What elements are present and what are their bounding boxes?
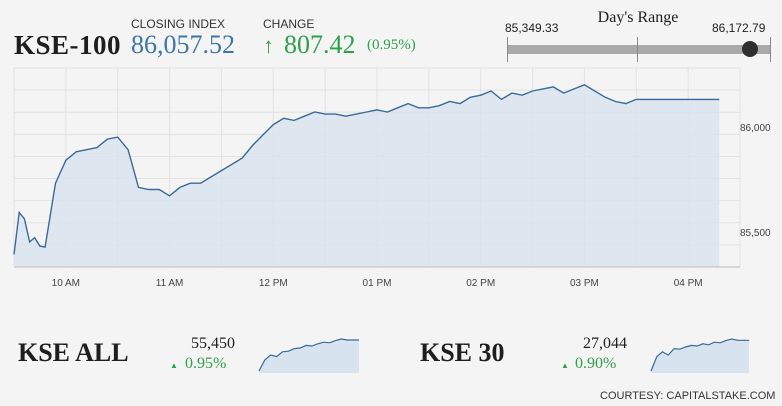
mini-area — [259, 339, 359, 373]
days-range-high: 86,172.79 — [712, 21, 766, 35]
mini-index-name-kse-all: KSE ALL — [18, 338, 129, 367]
x-tick-label: 04 PM — [673, 278, 703, 289]
x-tick-label: 02 PM — [466, 278, 496, 289]
mini-index-name-kse-30: KSE 30 — [420, 338, 505, 367]
x-tick-label: 11 AM — [155, 278, 184, 289]
change-label: CHANGE — [263, 17, 315, 31]
y-tick-label: 86,000 — [740, 123, 771, 135]
range-tick-start — [507, 37, 508, 62]
mini-index-change-kse-all: 0.95% — [185, 355, 227, 372]
range-tick-end — [770, 37, 771, 62]
x-tick-label: 12 PM — [258, 278, 288, 289]
mini-index-value-kse-30: 27,044 — [583, 335, 627, 352]
arrow-up-icon: ↑ — [263, 33, 274, 58]
index-name: KSE-100 — [14, 30, 122, 60]
mini-area — [651, 339, 749, 373]
mini-line — [258, 338, 359, 372]
days-range-track — [507, 45, 771, 54]
x-tick-label: 10 AM — [51, 278, 81, 289]
range-tick-mid — [637, 37, 638, 62]
triangle-up-icon: ▲ — [561, 361, 569, 370]
mini-chart-kse-all — [258, 338, 359, 373]
series-line — [13, 84, 720, 255]
days-range-low: 85,349.33 — [505, 21, 559, 35]
change-percent: (0.95%) — [367, 37, 416, 53]
triangle-up-icon: ▲ — [170, 361, 178, 370]
mini-index-change-kse-30: 0.90% — [575, 355, 617, 372]
y-tick-label: 85,500 — [740, 228, 771, 240]
closing-index-label: CLOSING INDEX — [131, 17, 226, 31]
intraday-chart — [13, 67, 741, 268]
mini-index-value-kse-all: 55,450 — [191, 335, 235, 352]
days-range-marker — [741, 41, 758, 57]
closing-index-value: 86,057.52 — [131, 30, 235, 59]
mini-line — [650, 338, 749, 372]
courtesy-credit: COURTESY: CAPITALSTAKE.COM — [600, 390, 776, 402]
change-value: 807.42 — [284, 30, 356, 59]
mini-chart-kse-30 — [650, 338, 749, 373]
series-area — [14, 84, 720, 267]
x-tick-label: 01 PM — [362, 278, 392, 289]
x-tick-label: 03 PM — [569, 278, 599, 289]
days-range-title: Day's Range — [597, 9, 679, 26]
